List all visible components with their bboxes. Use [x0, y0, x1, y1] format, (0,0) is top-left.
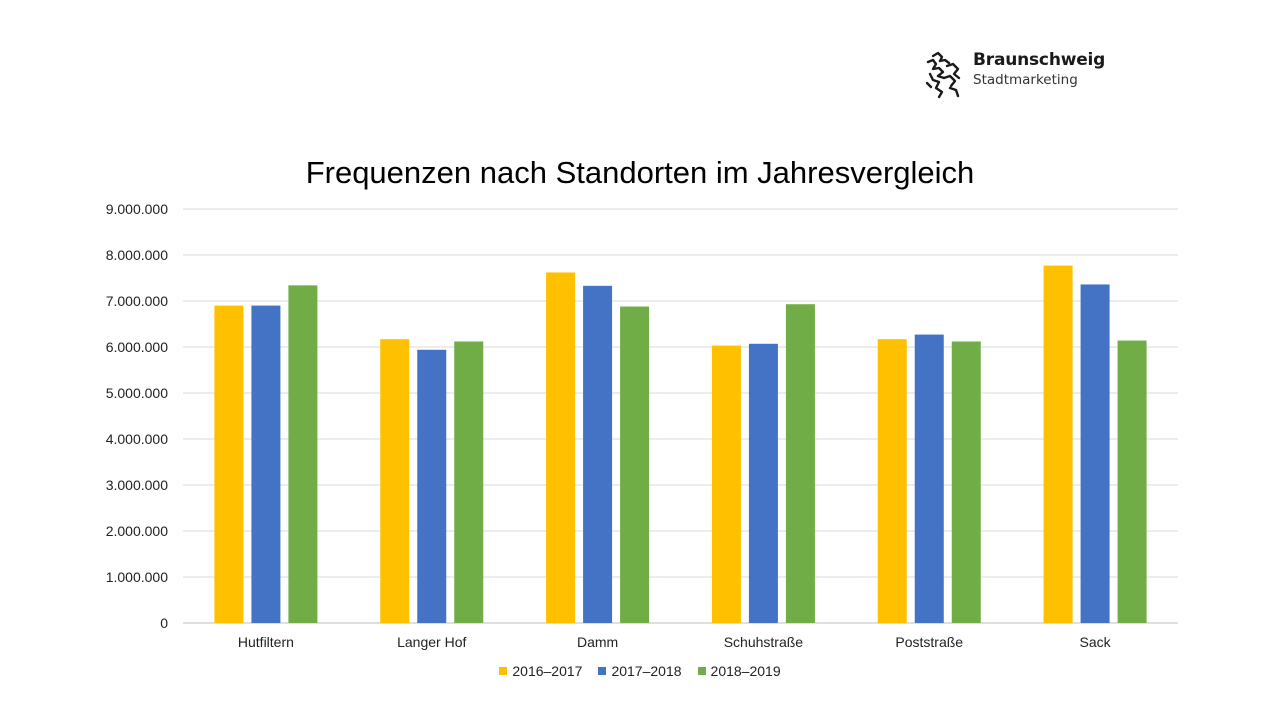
bar	[748, 343, 778, 623]
y-tick-label: 2.000.000	[106, 523, 168, 539]
y-tick-label: 3.000.000	[106, 477, 168, 493]
legend-label: 2017–2018	[611, 663, 682, 679]
bar	[951, 341, 981, 623]
braunschweig-logo: Braunschweig Stadtmarketing	[924, 48, 1124, 104]
bar	[620, 306, 650, 623]
bar	[380, 339, 410, 623]
y-tick-label: 4.000.000	[106, 431, 168, 447]
bar	[417, 349, 447, 623]
bar	[877, 339, 907, 623]
legend-label: 2016–2017	[512, 663, 583, 679]
bar-chart: 0 1.000.000 2.000.000 3.000.000 4.000.000 5.0…	[106, 201, 1178, 650]
y-tick-label: 0	[160, 615, 168, 631]
bar	[1080, 284, 1110, 623]
bar	[914, 334, 944, 623]
logo-subtitle: Stadtmarketing	[973, 72, 1078, 88]
bar	[288, 285, 318, 623]
x-tick-label: Langer Hof	[397, 634, 466, 650]
logo-city-name: Braunschweig	[973, 50, 1106, 70]
x-tick-label: Sack	[1080, 634, 1112, 650]
legend-swatch	[499, 667, 508, 675]
lion-crest-icon	[925, 51, 961, 99]
legend-item: 2018–2019	[697, 663, 781, 679]
bar	[711, 345, 741, 623]
x-tick-label: Hutfiltern	[238, 634, 294, 650]
x-tick-label: Damm	[577, 634, 618, 650]
bar	[785, 304, 815, 623]
bar	[251, 305, 281, 623]
legend-item: 2017–2018	[598, 663, 682, 679]
y-tick-label: 5.000.000	[106, 385, 168, 401]
legend-swatch	[598, 667, 607, 675]
bar	[583, 285, 613, 623]
chart-legend: 2016–2017 2017–2018 2018–2019	[0, 663, 1280, 679]
y-tick-label: 1.000.000	[106, 569, 168, 585]
legend-label: 2018–2019	[710, 663, 781, 679]
bar	[1117, 340, 1147, 623]
y-tick-label: 9.000.000	[106, 201, 168, 217]
bar	[214, 305, 244, 623]
y-tick-label: 6.000.000	[106, 339, 168, 355]
y-tick-label: 7.000.000	[106, 293, 168, 309]
legend-swatch	[697, 667, 706, 675]
x-tick-label: Schuhstraße	[724, 634, 804, 650]
bar	[1043, 265, 1073, 623]
chart-title: Frequenzen nach Standorten im Jahresverg…	[305, 155, 975, 190]
legend-item: 2016–2017	[499, 663, 582, 679]
bar	[546, 272, 576, 623]
bar	[454, 341, 484, 623]
x-tick-label: Poststraße	[895, 634, 963, 650]
y-tick-label: 8.000.000	[106, 247, 168, 263]
